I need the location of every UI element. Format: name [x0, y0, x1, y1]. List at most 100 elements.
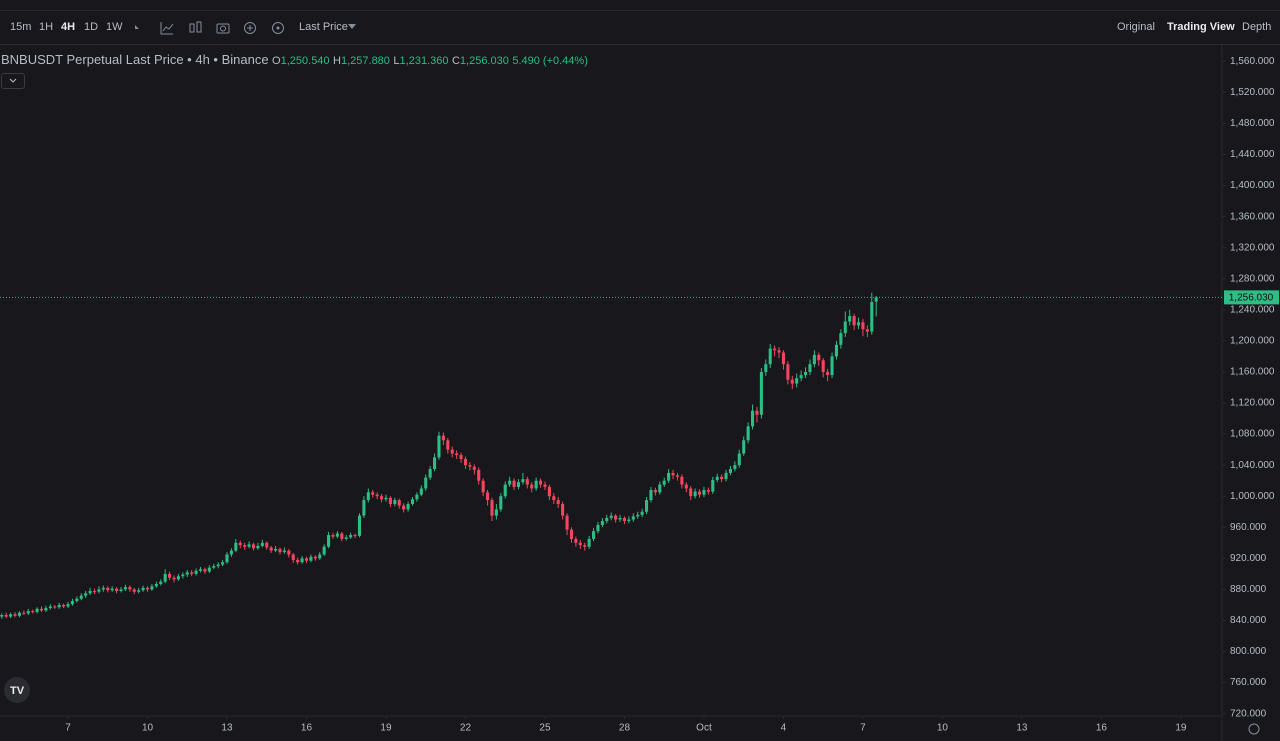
candle-body — [605, 517, 609, 522]
candle-body — [821, 360, 825, 372]
view-tab[interactable]: Depth — [1242, 21, 1272, 33]
candle-body — [397, 500, 401, 506]
settings-icon[interactable] — [1248, 723, 1260, 735]
candle-body — [437, 435, 441, 458]
candle-body — [653, 490, 657, 493]
candle-body — [574, 538, 578, 543]
candle-body — [163, 573, 167, 582]
candle-body — [737, 453, 741, 466]
candle-body — [225, 554, 229, 563]
candle-body — [508, 480, 512, 485]
candle-body — [649, 490, 653, 501]
candle-body — [168, 573, 172, 578]
candle-body — [26, 611, 30, 614]
price-source[interactable]: Last Price — [299, 21, 348, 33]
y-tick-label: 1,240.000 — [1230, 304, 1275, 315]
y-tick-label: 840.000 — [1230, 615, 1267, 626]
candle-body — [44, 608, 48, 611]
candle-body — [715, 476, 719, 480]
candle-body — [48, 606, 52, 609]
candle-body — [614, 515, 618, 520]
candle-body — [366, 492, 370, 501]
candle-body — [274, 549, 278, 551]
candle-body — [525, 479, 529, 485]
y-tick-label: 1,160.000 — [1230, 367, 1275, 378]
interval[interactable]: 15m — [10, 21, 32, 33]
candle-body — [62, 604, 66, 607]
ohlc-value: 1,231.360 — [399, 55, 449, 67]
ohlc-prefix: C — [451, 55, 460, 67]
candle-body — [569, 529, 574, 539]
candle-body — [534, 480, 538, 489]
candle-body — [141, 587, 145, 591]
candle-body — [455, 453, 459, 456]
candle-body — [512, 480, 516, 487]
interval[interactable]: 1H — [39, 21, 54, 33]
candle-body — [88, 590, 92, 594]
candle-body — [357, 515, 362, 536]
candle-body — [375, 494, 379, 497]
interval[interactable]: 1D — [84, 21, 99, 33]
candle-body — [583, 545, 587, 547]
candle-body — [698, 491, 702, 495]
x-tick-label: 19 — [380, 723, 392, 734]
candle-body — [159, 581, 163, 584]
y-tick-label: 880.000 — [1230, 584, 1267, 595]
candle-body — [260, 542, 264, 546]
candle-body — [265, 542, 269, 548]
y-tick-label: 760.000 — [1230, 677, 1267, 688]
candle-body — [728, 469, 733, 473]
candle-body — [428, 469, 432, 478]
candle-body — [291, 554, 295, 560]
candle-body — [773, 348, 777, 351]
x-tick-label: 10 — [142, 723, 154, 734]
last-price-label: 1,256.030 — [1229, 293, 1274, 304]
y-tick-label: 1,280.000 — [1230, 273, 1275, 284]
ohlc-prefix: H — [333, 55, 341, 67]
interval[interactable]: 4H — [61, 21, 76, 33]
y-tick-label: 1,000.000 — [1230, 491, 1275, 502]
view-tab[interactable]: Trading View — [1167, 21, 1235, 33]
candle-body — [870, 302, 874, 332]
candle-body — [402, 505, 406, 510]
candle-body — [503, 484, 507, 497]
toolbar-icons[interactable] — [130, 19, 290, 37]
interval[interactable]: 1W — [106, 21, 123, 33]
candle-body — [190, 572, 194, 574]
x-tick-label: 10 — [937, 723, 949, 734]
x-tick-label: 7 — [860, 723, 866, 734]
candle-body — [865, 329, 869, 332]
y-tick-label: 1,320.000 — [1230, 242, 1275, 253]
candle-body — [340, 533, 344, 539]
x-tick-label: 22 — [460, 723, 472, 734]
view-tab[interactable]: Original — [1117, 21, 1155, 33]
candle-body — [499, 496, 503, 510]
y-tick-label: 1,560.000 — [1230, 56, 1275, 67]
logo-mark: TV — [10, 685, 25, 697]
candle-body — [172, 577, 176, 580]
dropdown-arrow — [348, 24, 356, 29]
candle-body — [251, 544, 256, 549]
candle-body — [777, 350, 781, 353]
logo — [4, 677, 30, 703]
candle-body — [9, 614, 13, 617]
candle-body — [450, 449, 454, 454]
candle-body — [636, 514, 640, 517]
candle-body — [477, 469, 481, 481]
candle-body — [97, 589, 101, 592]
collapse-button[interactable] — [1, 73, 25, 89]
candle-body — [203, 569, 207, 572]
candle-body — [22, 612, 26, 614]
candle-body — [243, 545, 247, 547]
candle-body — [530, 484, 534, 489]
candle-body — [861, 322, 865, 330]
candle-body — [675, 475, 680, 477]
candle-body — [631, 516, 635, 520]
candle-body — [433, 457, 437, 470]
candle-body — [556, 500, 560, 504]
ohlc-prefix: L — [393, 55, 400, 67]
candle-body — [419, 488, 423, 495]
candle-body — [318, 554, 322, 559]
candle-body — [128, 587, 132, 590]
